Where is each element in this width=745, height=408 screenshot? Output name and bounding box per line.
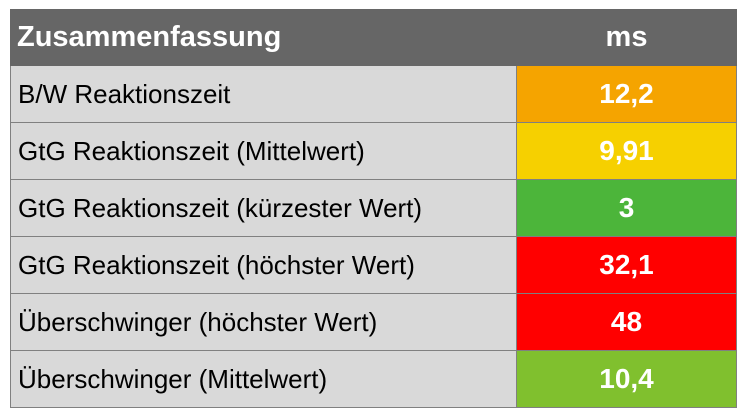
header-row: Zusammenfassung ms bbox=[10, 9, 737, 66]
row-label: Überschwinger (höchster Wert) bbox=[10, 293, 517, 351]
table-row: GtG Reaktionszeit (kürzester Wert) 3 bbox=[10, 179, 737, 237]
summary-table: Zusammenfassung ms B/W Reaktionszeit 12,… bbox=[10, 9, 737, 408]
row-label: Überschwinger (Mittelwert) bbox=[10, 350, 517, 408]
table-row: GtG Reaktionszeit (höchster Wert) 32,1 bbox=[10, 236, 737, 294]
row-label: GtG Reaktionszeit (Mittelwert) bbox=[10, 122, 517, 180]
row-value: 3 bbox=[516, 179, 737, 237]
row-label: GtG Reaktionszeit (kürzester Wert) bbox=[10, 179, 517, 237]
row-value: 32,1 bbox=[516, 236, 737, 294]
row-label: B/W Reaktionszeit bbox=[10, 65, 517, 123]
table-row: GtG Reaktionszeit (Mittelwert) 9,91 bbox=[10, 122, 737, 180]
header-label: Zusammenfassung bbox=[10, 9, 517, 66]
row-label: GtG Reaktionszeit (höchster Wert) bbox=[10, 236, 517, 294]
header-unit: ms bbox=[516, 9, 737, 66]
row-value: 12,2 bbox=[516, 65, 737, 123]
table-row: Überschwinger (höchster Wert) 48 bbox=[10, 293, 737, 351]
row-value: 48 bbox=[516, 293, 737, 351]
row-value: 9,91 bbox=[516, 122, 737, 180]
table-row: Überschwinger (Mittelwert) 10,4 bbox=[10, 350, 737, 408]
row-value: 10,4 bbox=[516, 350, 737, 408]
table-row: B/W Reaktionszeit 12,2 bbox=[10, 65, 737, 123]
